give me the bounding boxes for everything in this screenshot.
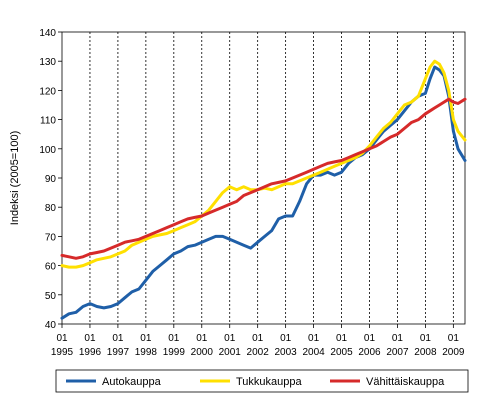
y-tick-label: 60 <box>45 262 57 273</box>
x-tick-year-label: 1996 <box>79 347 102 358</box>
x-tick-month-label: 01 <box>420 333 432 344</box>
y-tick-label: 120 <box>39 86 56 97</box>
x-tick-month-label: 01 <box>224 333 236 344</box>
legend-label: Tukkukauppa <box>236 376 303 388</box>
y-tick-label: 40 <box>45 320 57 331</box>
x-tick-month-label: 01 <box>56 333 68 344</box>
legend-label: Vähittäiskauppa <box>366 376 445 388</box>
x-tick-month-label: 01 <box>112 333 124 344</box>
x-tick-year-label: 2005 <box>330 347 353 358</box>
x-tick-year-label: 2004 <box>302 347 325 358</box>
x-tick-year-label: 2003 <box>275 347 298 358</box>
x-tick-year-label: 1997 <box>107 347 130 358</box>
x-tick-year-label: 2008 <box>414 347 437 358</box>
x-tick-month-label: 01 <box>196 333 208 344</box>
x-tick-month-label: 01 <box>84 333 96 344</box>
x-tick-year-label: 2007 <box>386 347 409 358</box>
y-tick-label: 80 <box>45 203 57 214</box>
x-tick-year-label: 2002 <box>247 347 270 358</box>
y-axis-title: Indeksi (2005=100) <box>9 131 21 225</box>
x-tick-month-label: 01 <box>364 333 376 344</box>
x-tick-month-label: 01 <box>308 333 320 344</box>
x-tick-month-label: 01 <box>252 333 264 344</box>
x-tick-month-label: 01 <box>336 333 348 344</box>
x-tick-year-label: 2001 <box>219 347 242 358</box>
series-line-3 <box>60 97 467 260</box>
series-lines <box>60 59 467 320</box>
vertical-gridlines <box>89 32 454 324</box>
y-tick-label: 50 <box>45 291 57 302</box>
x-tick-year-label: 2009 <box>442 347 465 358</box>
y-tick-label: 140 <box>39 28 56 39</box>
legend-label: Autokauppa <box>102 376 162 388</box>
x-tick-month-label: 01 <box>140 333 152 344</box>
y-tick-label: 110 <box>40 116 56 127</box>
x-tick-year-label: 1995 <box>51 347 74 358</box>
x-tick-month-label: 01 <box>448 333 460 344</box>
x-tick-year-label: 2000 <box>191 347 214 358</box>
x-axis: 01 1995 01 1996 01 1997 01 1998 01 1999 01 2000 01 20… <box>51 324 465 358</box>
y-tick-label: 100 <box>39 145 56 156</box>
legend-box <box>55 369 469 393</box>
x-tick-year-label: 1998 <box>135 347 158 358</box>
series-line-2 <box>60 59 467 269</box>
plot-area <box>61 31 466 325</box>
x-tick-month-label: 01 <box>168 333 180 344</box>
x-tick-month-label: 01 <box>392 333 404 344</box>
y-tick-label: 90 <box>45 174 57 185</box>
legend: Autokauppa Tukkukauppa Vähittäiskauppa <box>55 369 469 393</box>
x-tick-year-label: 2006 <box>358 347 381 358</box>
x-tick-month-label: 01 <box>280 333 292 344</box>
y-axis: 40 50 60 70 80 90 100 110 120 130 140 <box>39 28 62 331</box>
x-tick-year-label: 1999 <box>163 347 186 358</box>
y-tick-label: 130 <box>39 57 56 68</box>
y-tick-label: 70 <box>45 232 57 243</box>
